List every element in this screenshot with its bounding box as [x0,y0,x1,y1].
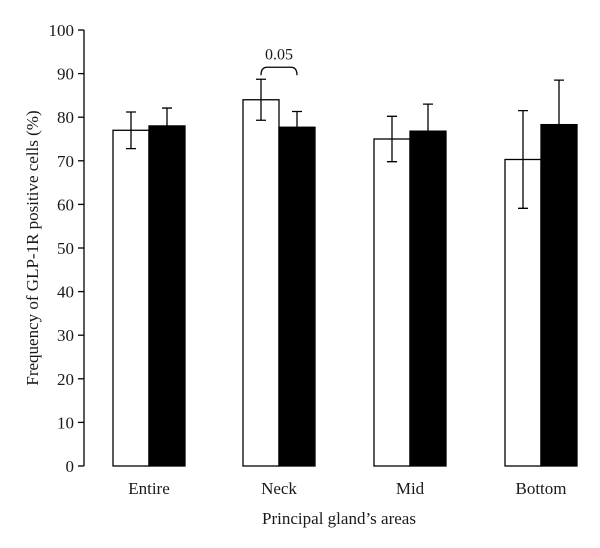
x-category-label: Entire [128,479,170,498]
error-bar [387,115,397,163]
y-tick-label: 0 [66,457,75,476]
bar [278,126,316,467]
x-category-label: Mid [396,479,425,498]
y-tick-label: 50 [57,239,74,258]
y-tick-label: 40 [57,283,74,302]
bar [148,125,186,467]
bar [242,99,280,467]
bar [409,130,447,467]
significance-bracket [260,66,298,76]
bar [373,138,411,467]
bar [540,123,578,467]
x-axis-title: Principal gland’s areas [262,509,416,528]
y-axis-title: Frequency of GLP-1R positive cells (%) [23,110,42,385]
x-category-label: Bottom [515,479,566,498]
x-category-label: Neck [261,479,297,498]
x-axis: Entire Neck Mid Bottom [128,479,566,498]
y-tick-label: 70 [57,152,74,171]
bars [112,99,578,467]
error-bar [162,107,172,145]
bar [112,129,150,467]
error-bars [126,78,564,209]
bar [504,158,542,467]
y-tick-label: 10 [57,413,74,432]
significance-label: 0.05 [265,46,293,63]
y-tick-label: 30 [57,326,74,345]
significance-annotation: 0.05 [260,46,298,76]
y-tick-label: 90 [57,65,74,84]
error-bar [256,78,266,121]
y-axis: 0 10 20 30 40 50 60 70 80 90 100 [49,21,85,476]
error-bar [423,103,433,159]
error-bar [126,111,136,150]
error-bar [292,110,302,144]
y-tick-label: 20 [57,370,74,389]
error-bar [518,110,528,209]
error-bar [554,79,564,170]
y-tick-label: 80 [57,108,74,127]
y-tick-label: 60 [57,195,74,214]
y-tick-label: 100 [49,21,75,40]
